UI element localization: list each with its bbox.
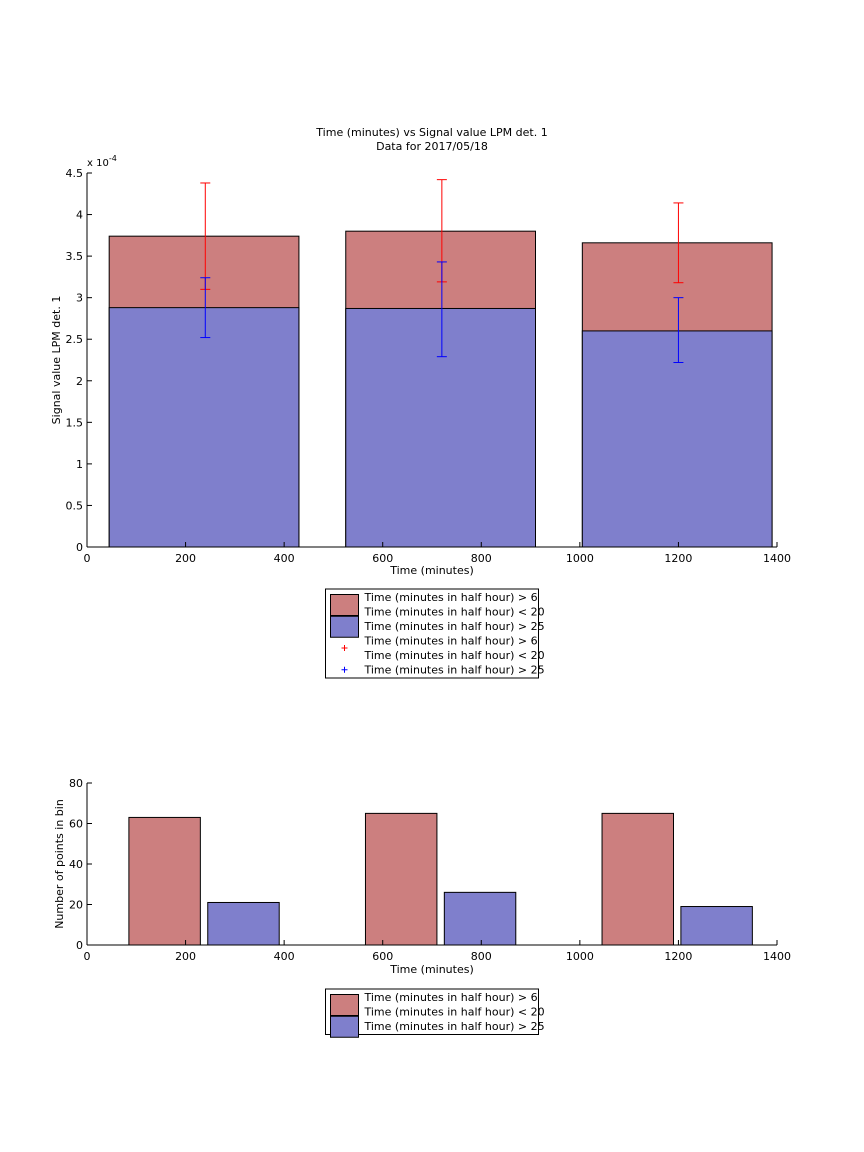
signal-bars xyxy=(108,230,773,548)
count-x-tick-label: 1200 xyxy=(664,950,692,963)
count-x-tick-label: 400 xyxy=(274,950,295,963)
signal-y-tick-label: 1 xyxy=(76,458,83,471)
signal-bar xyxy=(581,330,773,548)
count-y-tick-label: 0 xyxy=(76,939,83,952)
legend-swatch xyxy=(330,994,359,1016)
count-bar xyxy=(207,901,280,946)
signal-y-tick-label: 1.5 xyxy=(66,416,84,429)
signal-y-tick-label: 2.5 xyxy=(66,333,84,346)
signal-x-tick-label: 1400 xyxy=(763,552,791,565)
count-x-tick-label: 200 xyxy=(175,950,196,963)
signal-axes: 0 200 400 600 800 1000 1200 1400 0 0.5 1 1.5 2 2.5 3 3.… xyxy=(66,167,792,565)
legend-label: Time (minutes in half hour) > 25 xyxy=(364,620,545,633)
signal-y-tick-label: 3.5 xyxy=(66,250,84,263)
legend-label: Time (minutes in half hour) > 6 xyxy=(364,991,538,1004)
count-axes: 0 200 400 600 800 1000 1200 1400 0 20 40 60 80 xyxy=(69,777,791,963)
legend-box xyxy=(325,988,539,1035)
legend-label: Time (minutes in half hour) > 6 xyxy=(364,591,538,604)
count-y-tick-label: 40 xyxy=(69,858,83,871)
count-bar xyxy=(128,816,201,946)
signal-y-tick-label: 2 xyxy=(76,375,83,388)
count-bar xyxy=(443,891,517,946)
legend-swatch xyxy=(330,1015,359,1038)
count-bar xyxy=(601,812,674,946)
count-x-tick-label: 600 xyxy=(372,950,393,963)
legend-swatch xyxy=(330,594,359,616)
signal-x-tick-label: 1200 xyxy=(664,552,692,565)
signal-y-tick-label: 3 xyxy=(76,292,83,305)
legend-label: Time (minutes in half hour) > 25 xyxy=(364,664,545,677)
legend-label: Time (minutes in half hour) > 25 xyxy=(364,1020,545,1033)
signal-x-tick-label: 200 xyxy=(175,552,196,565)
signal-bar xyxy=(108,307,300,548)
signal-chart: Time (minutes) vs Signal value LPM det. … xyxy=(50,126,792,679)
signal-error-bars xyxy=(200,179,684,363)
y-axis-label: Signal value LPM det. 1 xyxy=(50,296,63,425)
count-x-tick-label: 0 xyxy=(84,950,91,963)
count-y-tick-label: 20 xyxy=(69,899,83,912)
x-axis-label: Time (minutes) xyxy=(389,564,474,577)
signal-x-tick-label: 400 xyxy=(274,552,295,565)
count-bar xyxy=(364,812,438,946)
signal-y-tick-label: 0 xyxy=(76,541,83,554)
count-y-tick-label: 80 xyxy=(69,777,83,790)
count-x-tick-label: 1000 xyxy=(566,950,594,963)
count-x-tick-label: 800 xyxy=(471,950,492,963)
y-axis-label-bottom: Number of points in bin xyxy=(53,799,66,929)
chart-title: Time (minutes) vs Signal value LPM det. … xyxy=(315,126,547,139)
legend-swatch xyxy=(330,615,359,638)
legend-label: Time (minutes in half hour) < 20 xyxy=(364,1006,545,1019)
legend-label: Time (minutes in half hour) < 20 xyxy=(364,606,545,619)
y-exponent-label: x 10-4 xyxy=(87,154,117,169)
x-axis-label-bottom: Time (minutes) xyxy=(389,963,474,976)
signal-x-tick-label: 800 xyxy=(471,552,492,565)
signal-y-tick-label: 0.5 xyxy=(66,499,84,512)
signal-x-tick-label: 1000 xyxy=(566,552,594,565)
count-x-tick-label: 1400 xyxy=(763,950,791,963)
legend-box xyxy=(325,588,539,679)
count-chart: 0 200 400 600 800 1000 1200 1400 0 20 40 60 80 Time … xyxy=(53,777,791,1038)
count-y-tick-label: 60 xyxy=(69,818,83,831)
legend-label: Time (minutes in half hour) > 6 xyxy=(364,635,538,648)
signal-y-tick-label: 4 xyxy=(76,209,83,222)
signal-y-tick-label: 4.5 xyxy=(66,167,84,180)
legend-label: Time (minutes in half hour) < 20 xyxy=(364,649,545,662)
count-legend: Time (minutes in half hour) > 6 Time (min… xyxy=(325,988,545,1038)
count-bars xyxy=(128,812,753,946)
signal-x-tick-label: 600 xyxy=(372,552,393,565)
signal-x-tick-label: 0 xyxy=(84,552,91,565)
count-bar xyxy=(680,906,753,946)
signal-bar xyxy=(345,307,536,548)
chart-subtitle: Data for 2017/05/18 xyxy=(376,140,488,153)
